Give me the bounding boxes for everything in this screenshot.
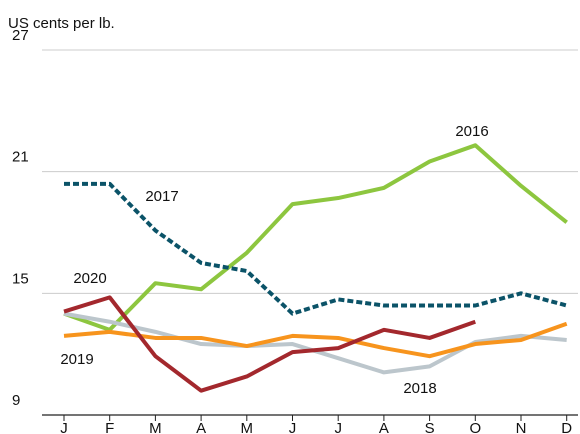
y-tick-label: 9 [12, 392, 20, 409]
x-tick-label: J [289, 420, 297, 434]
x-tick-label: J [334, 420, 342, 434]
y-tick-label: 21 [12, 149, 29, 166]
series-label: 2020 [73, 270, 106, 287]
y-tick-label: 27 [12, 27, 29, 44]
series-line [64, 181, 568, 316]
series-label: 2016 [455, 123, 488, 140]
y-axis-label: US cents per lb. [8, 15, 115, 32]
x-tick-label: O [469, 420, 481, 434]
y-tick-label: 15 [12, 270, 29, 287]
x-tick-label: M [241, 420, 254, 434]
x-tick-label: J [60, 420, 68, 434]
series-line [63, 143, 568, 332]
series-label: 2019 [60, 351, 93, 368]
x-tick-label: A [196, 420, 206, 434]
x-tick-label: F [105, 420, 114, 434]
x-tick-label: A [379, 420, 389, 434]
x-tick-label: N [516, 420, 527, 434]
series-line [63, 321, 568, 359]
series-line [63, 295, 476, 393]
x-tick-label: M [149, 420, 162, 434]
series-label: 2017 [145, 188, 178, 205]
x-tick-label: S [425, 420, 435, 434]
x-tick-label: D [561, 420, 572, 434]
series-label: 2018 [403, 380, 436, 397]
